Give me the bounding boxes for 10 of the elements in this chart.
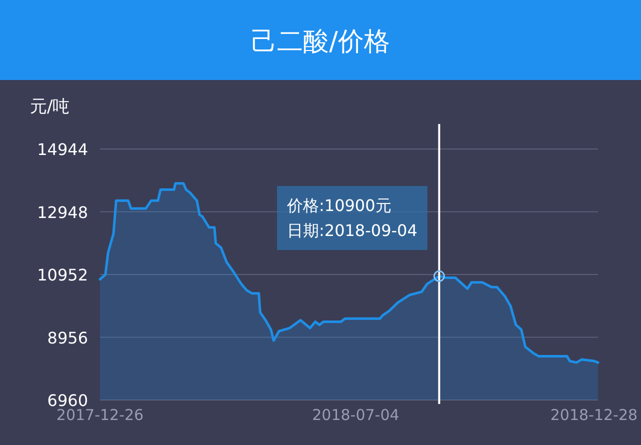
y-tick-label: 12948 xyxy=(37,202,88,222)
x-tick-label: 2018-12-28 xyxy=(550,406,638,424)
y-tick-label: 14944 xyxy=(37,140,88,159)
annotation: 价格:10900元 xyxy=(286,196,392,215)
x-tick-label: 2018-07-04 xyxy=(312,406,400,424)
annotation: 日期:2018-09-04 xyxy=(287,221,418,240)
y-tick-label: 8956 xyxy=(47,328,88,348)
chart-title: 己二酸/价格 xyxy=(251,27,390,57)
y-tick-label: 10952 xyxy=(37,266,88,284)
y-axis-title: 元/吨 xyxy=(30,97,70,117)
